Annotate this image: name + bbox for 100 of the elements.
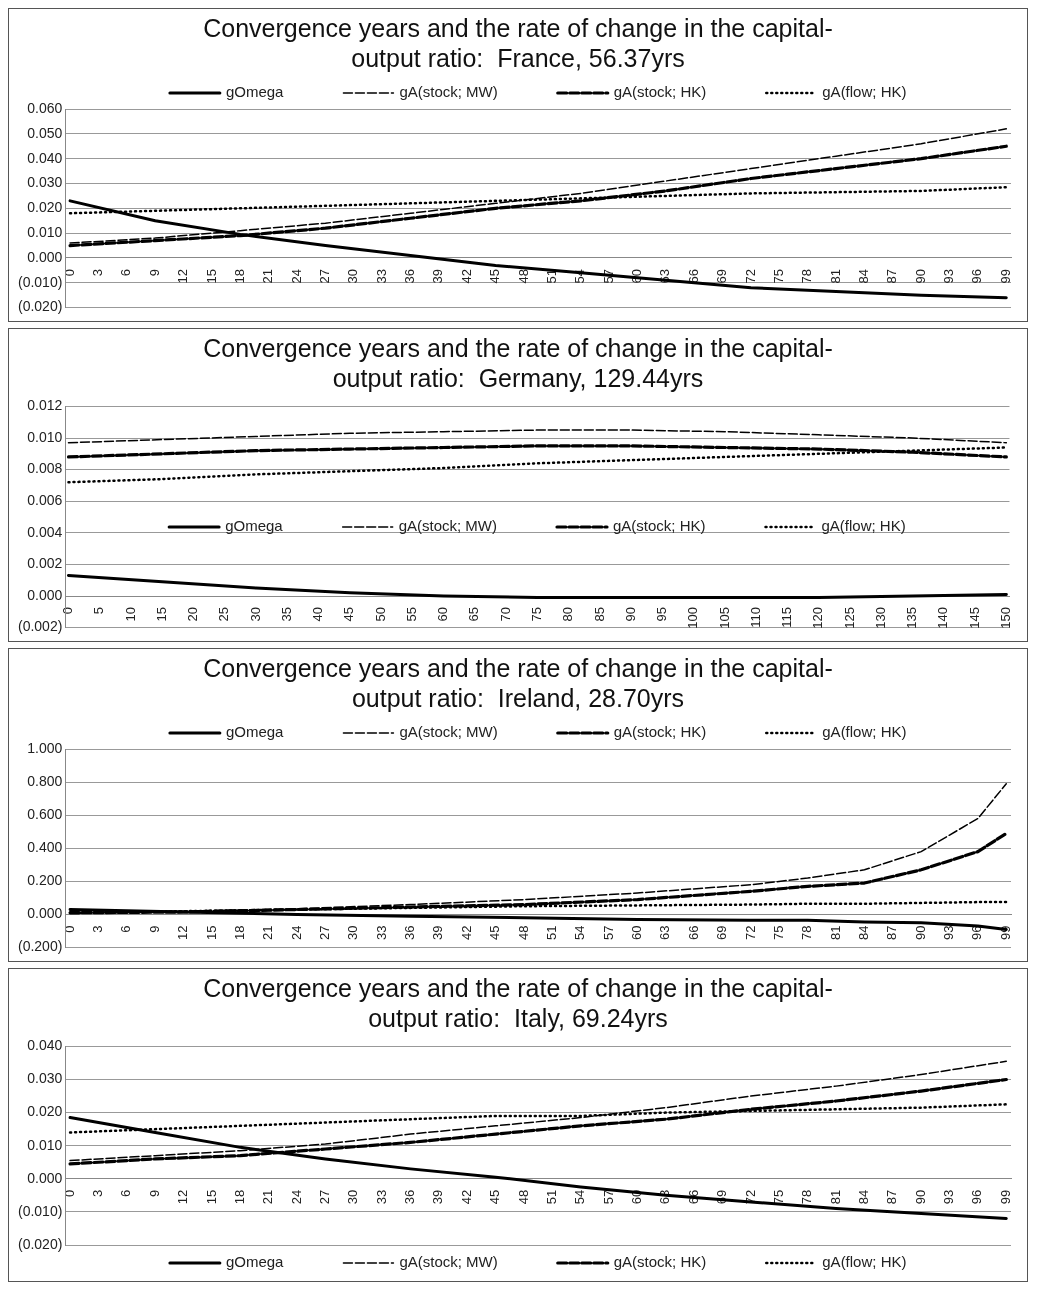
x-tick-label: 55	[403, 607, 419, 622]
legend-label: gA(flow; HK)	[822, 1253, 907, 1271]
x-tick-label: 93	[941, 1189, 957, 1205]
y-tick-label: 0.400	[27, 839, 63, 856]
x-tick-label: 54	[572, 1189, 588, 1205]
x-tick-label: 27	[316, 1189, 332, 1205]
x-tick-label: 54	[572, 925, 588, 940]
x-tick-label: 33	[373, 268, 389, 284]
legend-label: gA(stock; MW)	[398, 517, 498, 535]
x-tick-label: 90	[912, 268, 928, 284]
y-tick-label: 0.030	[27, 1070, 63, 1087]
legend-label: gA(flow; HK)	[822, 723, 907, 741]
x-tick-label: 90	[912, 1189, 928, 1205]
y-tick-label: 0.010	[27, 1136, 63, 1153]
x-tick-label: 9	[146, 268, 162, 277]
x-tick-label: 48	[515, 1189, 531, 1205]
y-tick-label: 0.030	[27, 174, 63, 191]
x-tick-label: 60	[435, 607, 451, 622]
x-tick-label: 12	[175, 925, 191, 940]
x-tick-label: 120	[810, 607, 826, 629]
x-tick-label: 115	[779, 607, 795, 628]
y-tick-label: 0.000	[27, 248, 63, 265]
x-tick-label: 84	[856, 1189, 871, 1205]
x-tick-label: 45	[487, 925, 503, 940]
x-tick-label: 96	[969, 268, 985, 284]
x-tick-label: 40	[310, 607, 326, 622]
x-tick-label: 100	[685, 607, 701, 629]
x-tick-label: 35	[278, 607, 294, 622]
x-tick-label: 57	[600, 925, 616, 940]
x-tick-label: 96	[969, 1189, 985, 1205]
x-tick-label: 15	[203, 268, 219, 284]
x-tick-label: 87	[884, 925, 900, 940]
x-tick-label: 15	[203, 1189, 219, 1205]
x-tick-label: 90	[622, 607, 638, 622]
y-tick-label: 0.010	[27, 223, 63, 240]
x-tick-label: 15	[203, 925, 219, 940]
y-tick-label: 0.000	[27, 905, 63, 922]
legend-label: gOmega	[225, 1253, 285, 1271]
x-tick-label: 10	[122, 607, 138, 622]
y-tick-label: (0.020)	[18, 1235, 63, 1252]
y-tick-label: 1.000	[27, 739, 63, 756]
legend-label: gA(stock; MW)	[399, 723, 498, 741]
chart-title: Convergence years and the rate of change in the capital-output ratio: Germany, 129.44yrs	[202, 333, 834, 394]
x-tick-label: 9	[146, 1189, 162, 1198]
x-tick-label: 27	[316, 268, 332, 284]
x-tick-label: 51	[543, 925, 559, 940]
x-tick-label: 75	[529, 607, 544, 622]
y-tick-label: (0.002)	[18, 618, 63, 635]
x-tick-label: 21	[260, 1189, 276, 1205]
y-tick-label: (0.020)	[18, 298, 63, 315]
x-tick-label: 60	[629, 925, 645, 940]
x-tick-label: 78	[799, 1189, 815, 1205]
x-tick-label: 80	[560, 607, 576, 622]
x-tick-label: 81	[827, 1189, 843, 1205]
legend-label: gA(stock; HK)	[613, 517, 706, 535]
y-tick-label: 0.000	[27, 586, 63, 603]
x-tick-label: 93	[941, 925, 957, 940]
x-tick-label: 95	[654, 607, 670, 622]
x-tick-label: 6	[118, 925, 134, 933]
x-tick-label: 39	[430, 1189, 446, 1205]
x-tick-label: 6	[118, 268, 134, 277]
y-tick-label: (0.200)	[18, 938, 63, 955]
x-tick-label: 25	[216, 607, 232, 622]
x-tick-label: 125	[841, 607, 857, 629]
x-tick-label: 99	[997, 268, 1013, 284]
legend-label: gA(stock; MW)	[399, 83, 498, 101]
legend-label: gA(flow; HK)	[821, 517, 906, 535]
x-tick-label: 18	[231, 1189, 247, 1205]
y-tick-label: 0.004	[27, 523, 63, 540]
x-tick-label: 30	[345, 1189, 361, 1205]
legend-label: gA(stock; HK)	[613, 1253, 707, 1271]
x-tick-label: 57	[600, 1189, 616, 1205]
x-tick-label: 36	[402, 1189, 418, 1205]
chart-title: Convergence years and the rate of change in the capital-output ratio: Ireland, 28.70yrs	[202, 653, 834, 714]
x-tick-label: 12	[175, 268, 191, 284]
x-tick-label: 30	[247, 607, 263, 622]
y-tick-label: 0.060	[27, 99, 63, 116]
x-tick-label: 42	[458, 1189, 474, 1205]
x-tick-label: 20	[185, 607, 201, 622]
x-tick-label: 65	[466, 607, 482, 622]
x-tick-label: 36	[402, 925, 418, 940]
x-tick-label: 9	[146, 925, 162, 933]
x-tick-label: 75	[770, 1189, 786, 1205]
legend-label: gA(stock; HK)	[613, 83, 707, 101]
x-tick-label: 150	[997, 607, 1013, 629]
x-tick-label: 110	[747, 607, 763, 628]
x-tick-label: 42	[458, 925, 474, 940]
y-tick-label: 0.020	[27, 1103, 63, 1120]
x-tick-label: 130	[872, 607, 888, 629]
x-tick-label: 42	[458, 268, 474, 284]
x-tick-label: 33	[373, 925, 389, 940]
x-tick-label: 93	[941, 268, 957, 284]
x-tick-label: 15	[153, 607, 169, 622]
x-tick-label: 140	[935, 607, 951, 629]
legend-label: gA(stock; HK)	[613, 723, 707, 741]
x-tick-label: 69	[714, 268, 730, 284]
x-tick-label: 3	[90, 1189, 106, 1198]
x-tick-label: 45	[487, 1189, 503, 1205]
y-tick-label: 0.006	[27, 492, 63, 509]
x-tick-label: 72	[742, 268, 758, 284]
